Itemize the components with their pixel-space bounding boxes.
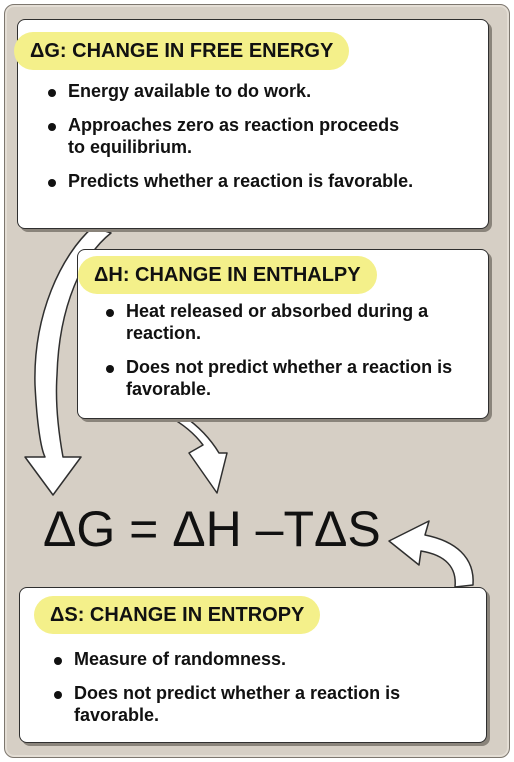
diagram-panel: ΔG: CHANGE IN FREE ENERGY Energy availab… — [4, 4, 510, 758]
list-item: Heat released or absorbed during a react… — [104, 300, 446, 344]
free-energy-title: ΔG: CHANGE IN FREE ENERGY — [14, 32, 350, 70]
arrow-free-energy-to-g — [24, 226, 112, 496]
entropy-box: ΔS: CHANGE IN ENTROPY Measure of randomn… — [19, 587, 487, 743]
list-item: Does not predict whether a reaction is f… — [52, 682, 414, 726]
entropy-bullet-list: Measure of randomness. Does not predict … — [52, 648, 452, 738]
free-energy-box: ΔG: CHANGE IN FREE ENERGY Energy availab… — [14, 19, 489, 229]
list-item: Predicts whether a reaction is favorable… — [46, 170, 428, 192]
list-item: Energy available to do work. — [46, 80, 466, 102]
enthalpy-box: ΔH: CHANGE IN ENTHALPY Heat released or … — [77, 249, 489, 419]
list-item: Measure of randomness. — [52, 648, 452, 670]
list-item: Approaches zero as reaction proceeds to … — [46, 114, 408, 158]
enthalpy-title: ΔH: CHANGE IN ENTHALPY — [78, 256, 377, 294]
gibbs-equation: ΔG = ΔH –TΔS — [43, 501, 381, 557]
enthalpy-bullet-list: Heat released or absorbed during a react… — [104, 300, 464, 412]
list-item: Does not predict whether a reaction is f… — [104, 356, 466, 400]
entropy-title: ΔS: CHANGE IN ENTROPY — [34, 596, 321, 634]
free-energy-bullet-list: Energy available to do work. Approaches … — [46, 80, 466, 204]
arrow-entropy-to-s — [388, 520, 474, 588]
